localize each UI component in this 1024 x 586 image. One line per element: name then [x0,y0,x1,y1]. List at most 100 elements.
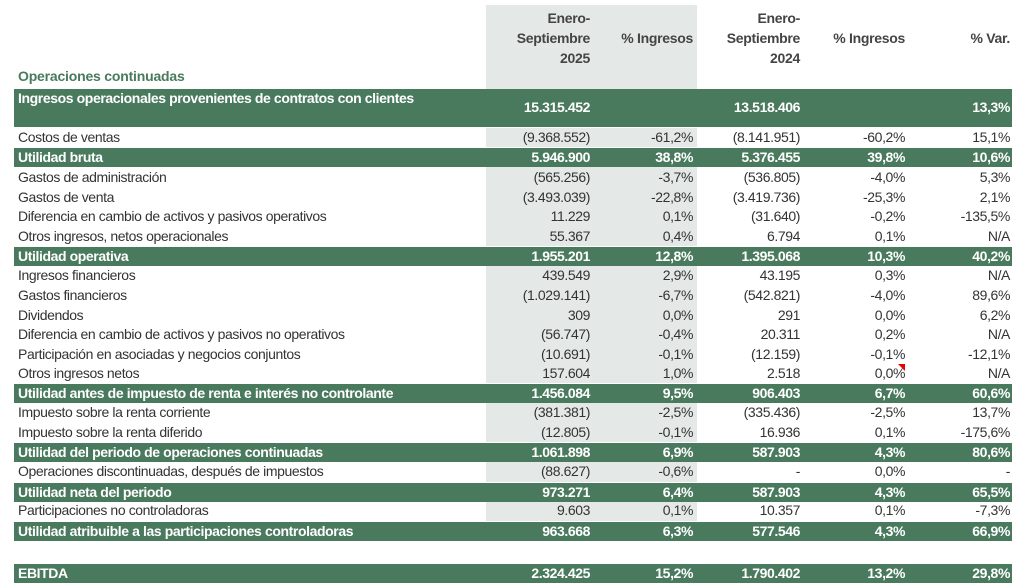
pct-ingresos-2024: -0,1% [870,346,905,362]
pct-ingresos-2025: 9,5% [662,385,694,401]
total-row: Utilidad neta del periodo 973.271 6,4% 587.… [14,482,1012,502]
pct-ingresos-2025: 6,3% [662,523,694,539]
value-2025: 5.946.900 [531,149,590,165]
row-label: Utilidad operativa [18,248,129,264]
value-2024: (542.821) [743,287,801,303]
pct-ingresos-2025: -6,7% [658,287,693,303]
pct-ingresos-2024: 6,7% [874,385,906,401]
pct-ingresos-2025: 0,4% [662,228,694,244]
value-2024: 43.195 [759,267,801,283]
pct-ingresos-2024: 0,1% [874,502,906,518]
row-label: Utilidad atribuible a las participacione… [18,523,354,539]
pct-variation: 5,3% [979,169,1011,185]
col-header-2025: Enero- Septiembre 2025 [516,10,591,66]
value-2025: (565.256) [533,169,591,185]
value-2025: (88.627) [541,463,590,479]
row-label: Otros ingresos netos [18,365,140,381]
pct-ingresos-2024: 13,2% [867,565,905,581]
pct-ingresos-2025: 0,1% [662,208,694,224]
pct-ingresos-2025: 1,0% [662,365,694,381]
value-2024: 587.903 [752,484,800,500]
row-label: Diferencia en cambio de activos y pasivo… [18,326,345,342]
value-2024: 587.903 [752,444,800,460]
table-row: Costos de ventas (9.368.552) -61,2% (8.141.… [14,128,1012,147]
pct-variation: N/A [987,326,1011,342]
value-2025: (56.747) [541,326,590,342]
table-row: Gastos de administración (565.256) -3,7% (5… [14,168,1012,187]
pct-ingresos-2024: 0,1% [874,424,906,440]
row-label: Impuesto sobre la renta corriente [18,404,211,420]
pct-variation: 66,9% [972,523,1010,539]
row-label: Impuesto sobre la renta diferido [18,424,203,440]
pct-ingresos-2025: 0,0% [662,307,694,323]
value-2024: 1.395.068 [741,248,800,264]
pct-ingresos-2025: -61,2% [651,129,693,145]
pct-ingresos-2024: 0,2% [874,326,906,342]
value-2024: 10.357 [759,502,801,518]
pct-variation: N/A [987,228,1011,244]
value-2025: (9.368.552) [522,129,591,145]
pct-ingresos-2024: 4,3% [874,484,906,500]
table-row: Impuesto sobre la renta diferido (12.805)… [14,423,1012,442]
row-label: Utilidad neta del periodo [18,484,172,500]
pct-ingresos-2025: 2,9% [662,267,694,283]
pct-ingresos-2024: -25,3% [863,189,905,205]
row-label: Gastos de venta [18,189,114,205]
pct-ingresos-2024: 0,1% [874,228,906,244]
row-label: Otros ingresos, netos operacionales [18,228,229,244]
row-label: Gastos financieros [18,287,127,303]
col-header-2024: Enero- Septiembre 2024 [726,10,801,66]
row-label: Dividendos [18,307,84,323]
row-label: EBITDA [18,565,68,581]
pct-ingresos-2024: 10,3% [867,248,905,264]
value-2024: - [795,463,801,479]
col-header-pct-2025: % Ingresos [621,30,693,46]
value-2024: 1.790.402 [741,565,800,581]
pct-ingresos-2025: -3,7% [658,169,693,185]
value-2025: 9.603 [556,502,590,518]
table-row: Operaciones discontinuadas, después de i… [14,462,1012,481]
value-2025: 55.367 [549,228,591,244]
value-2025: 2.324.425 [531,565,590,581]
pct-ingresos-2025: 12,8% [655,248,693,264]
pct-ingresos-2024: 4,3% [874,523,906,539]
pct-ingresos-2024: 39,8% [867,149,905,165]
value-2024: 20.311 [760,326,801,342]
row-label: Operaciones discontinuadas, después de i… [18,463,324,479]
row-label: Utilidad bruta [18,149,103,165]
pct-ingresos-2025: -0,1% [658,424,693,440]
value-2024: (3.419.736) [732,189,801,205]
table-row: Diferencia en cambio de activos y pasivo… [14,207,1012,226]
pct-variation: 10,6% [972,149,1010,165]
row-label: Costos de ventas [18,129,120,145]
row-label: Utilidad antes de impuesto de renta e in… [18,385,394,401]
row-label: Utilidad del periodo de operaciones cont… [18,444,323,460]
pct-variation: 40,2% [972,248,1010,264]
value-2024: 16.936 [759,424,801,440]
row-label: Ingresos financieros [18,267,136,283]
highlight-column-body [486,128,697,541]
table-row: Participaciones no controladoras 9.603 0,1… [14,501,1012,520]
total-row: Utilidad bruta 5.946.900 38,8% 5.376.455 39,… [14,147,1012,167]
table-row: Gastos financieros (1.029.141) -6,7% (542.8… [14,286,1012,305]
pct-ingresos-2025: -22,8% [651,189,693,205]
total-row: EBITDA 2.324.425 15,2% 1.790.402 13,2% 29,8% [14,563,1012,583]
pct-variation: 13,7% [972,404,1010,420]
value-2024: 5.376.455 [741,149,800,165]
pct-variation: 80,6% [972,444,1010,460]
table-row: Diferencia en cambio de activos y pasivo… [14,325,1012,344]
value-2025: 1.456.084 [531,385,590,401]
pct-variation: - [1005,463,1011,479]
col-header-var: % Var. [970,30,1011,46]
value-2025: (381.381) [533,404,591,420]
pct-variation: 29,8% [972,565,1010,581]
value-2024: (8.141.951) [732,129,801,145]
pct-ingresos-2025: 38,8% [655,149,693,165]
value-2025: 439.549 [542,267,590,283]
pct-ingresos-2024: -0,2% [870,208,905,224]
pct-ingresos-2025: -0,6% [658,463,693,479]
table-row: Dividendos 309 0,0% 291 0,0% 6,2% [14,306,1012,325]
value-2025: 1.061.898 [531,444,590,460]
pct-ingresos-2025: 0,1% [662,502,694,518]
value-2025: 1.955.201 [531,248,590,264]
